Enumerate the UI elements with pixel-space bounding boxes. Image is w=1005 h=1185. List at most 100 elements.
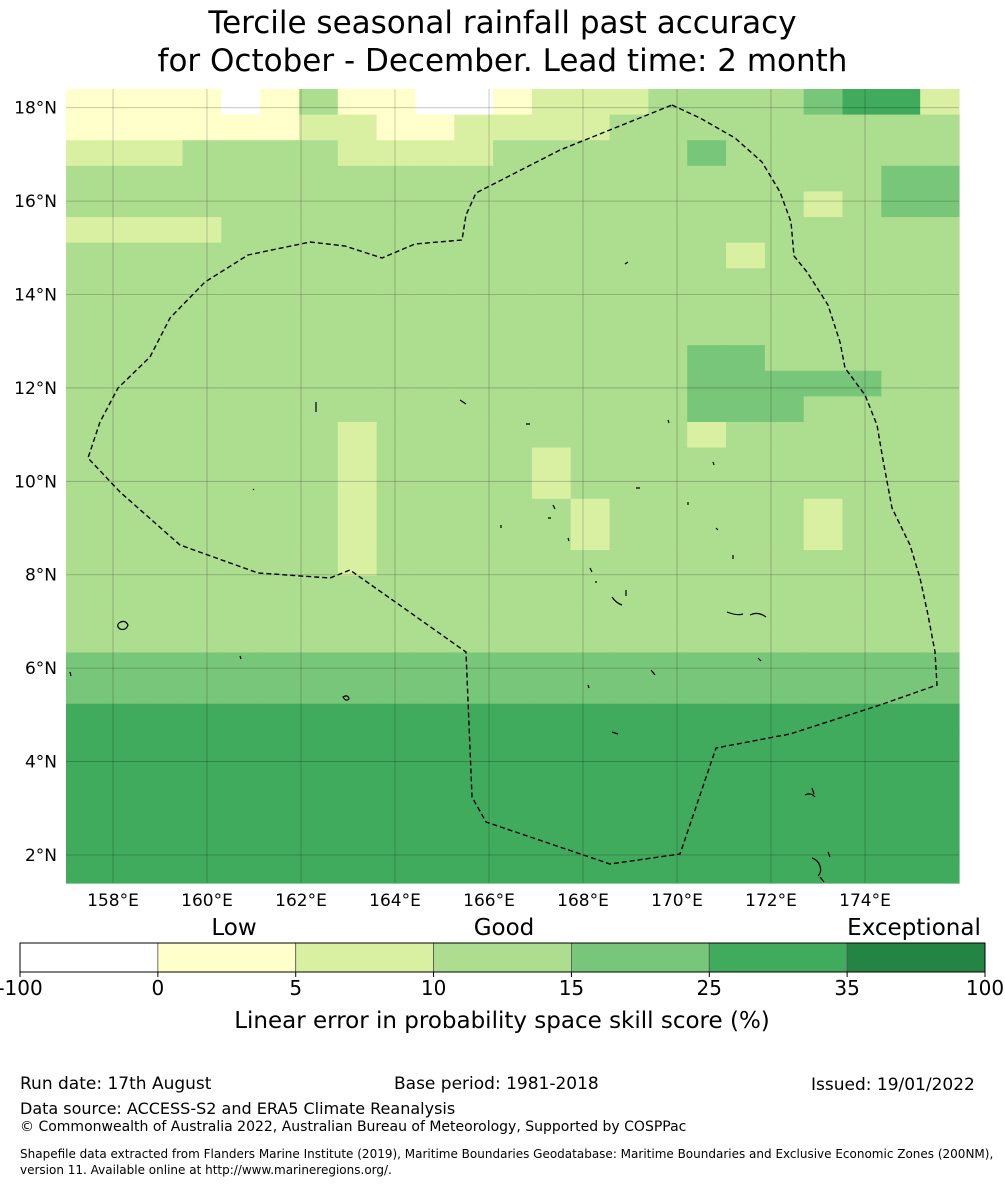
grid-cell (415, 729, 455, 756)
grid-cell (726, 831, 766, 858)
latitude-tick-label: 10°N (14, 472, 57, 492)
grid-cell (66, 268, 106, 295)
longitude-tick-label: 172°E (745, 891, 797, 911)
grid-cell (104, 293, 145, 321)
grid-cell (143, 268, 184, 295)
grid-cell (415, 652, 455, 679)
map-gridlines (66, 89, 959, 883)
grid-cell (920, 421, 960, 449)
grid-cell (803, 703, 844, 730)
grid-cell (920, 498, 960, 526)
grid-cell (454, 857, 494, 884)
grid-cell (687, 831, 727, 858)
grid-cell (454, 575, 494, 602)
grid-cell (415, 703, 455, 730)
grid-cell (531, 678, 572, 705)
colorbar-tick-label: -100 (0, 976, 43, 1000)
grid-cell (687, 114, 727, 141)
grid-cell (726, 498, 766, 526)
grid-cell (842, 729, 882, 756)
grid-cell (221, 806, 261, 833)
grid-cell (881, 652, 921, 679)
grid-cell (337, 114, 378, 141)
latitude-tick-labels: 18°N 16°N 14°N 12°N 10°N 8°N 6°N 4°N 2°N (14, 99, 57, 866)
grid-cell (454, 831, 494, 858)
grid-cell (881, 754, 921, 782)
grid-cell (143, 165, 184, 193)
grid-cell (337, 268, 378, 295)
grid-cell (221, 89, 261, 116)
grid-cell (687, 242, 727, 269)
grid-cell (298, 140, 339, 167)
grid-cell (764, 114, 805, 141)
grid-cell (803, 165, 844, 193)
grid-cell (298, 89, 339, 116)
grid-cell (609, 550, 649, 577)
grid-cell (182, 473, 222, 500)
grid-cell (66, 396, 106, 423)
grid-cell (687, 345, 727, 372)
grid-cell (687, 140, 727, 167)
grid-cell (764, 242, 805, 269)
grid-cell (920, 217, 960, 244)
grid-cell (260, 806, 300, 833)
grid-cell (298, 165, 339, 193)
grid-cell (531, 165, 572, 193)
grid-cell (803, 678, 844, 705)
grid-cell (454, 498, 494, 526)
grid-cell (570, 575, 611, 602)
grid-cell (104, 191, 145, 218)
grid-cell (687, 626, 727, 654)
grid-cell (881, 421, 921, 449)
grid-cell (104, 703, 145, 730)
grid-cell (143, 601, 184, 628)
grid-cell (182, 703, 222, 730)
grid-cell (260, 857, 300, 884)
grid-cell (143, 89, 184, 116)
grid-cell (376, 89, 417, 116)
grid-cell (531, 319, 572, 346)
grid-cell (221, 780, 261, 807)
grid-cell (687, 165, 727, 193)
grid-cell (881, 498, 921, 526)
grid-cell (454, 729, 494, 756)
grid-cell (376, 831, 417, 858)
grid-cell (803, 396, 844, 423)
grid-cell (648, 165, 688, 193)
grid-cell (764, 345, 805, 372)
grid-cell (415, 550, 455, 577)
grid-cell (842, 626, 882, 654)
grid-cell (143, 140, 184, 167)
map-title-line-2: for October - December. Lead time: 2 mon… (157, 43, 848, 79)
grid-cell (337, 857, 378, 884)
grid-cell (182, 806, 222, 833)
colorbar-title: Linear error in probability space skill … (234, 1008, 770, 1034)
grid-cell (415, 217, 455, 244)
grid-cell (881, 601, 921, 628)
grid-cell (764, 754, 805, 782)
grid-cell (803, 524, 844, 551)
grid-cell (570, 857, 611, 884)
grid-cell (609, 678, 649, 705)
grid-cell (803, 140, 844, 167)
grid-cell (531, 217, 572, 244)
grid-cell (104, 89, 145, 116)
grid-cell (726, 550, 766, 577)
grid-cell (221, 268, 261, 295)
grid-cell (648, 806, 688, 833)
grid-cell (648, 550, 688, 577)
grid-cell (66, 703, 106, 730)
grid-cell (570, 447, 611, 474)
grid-cell (104, 473, 145, 500)
grid-cell (764, 550, 805, 577)
grid-cell (454, 601, 494, 628)
grid-cell (764, 447, 805, 474)
grid-cell (415, 754, 455, 782)
grid-cell (609, 831, 649, 858)
grid-cell (337, 473, 378, 500)
grid-cell (687, 473, 727, 500)
grid-cell (337, 345, 378, 372)
grid-cell (609, 293, 649, 321)
grid-cell (764, 703, 805, 730)
grid-cell (260, 165, 300, 193)
